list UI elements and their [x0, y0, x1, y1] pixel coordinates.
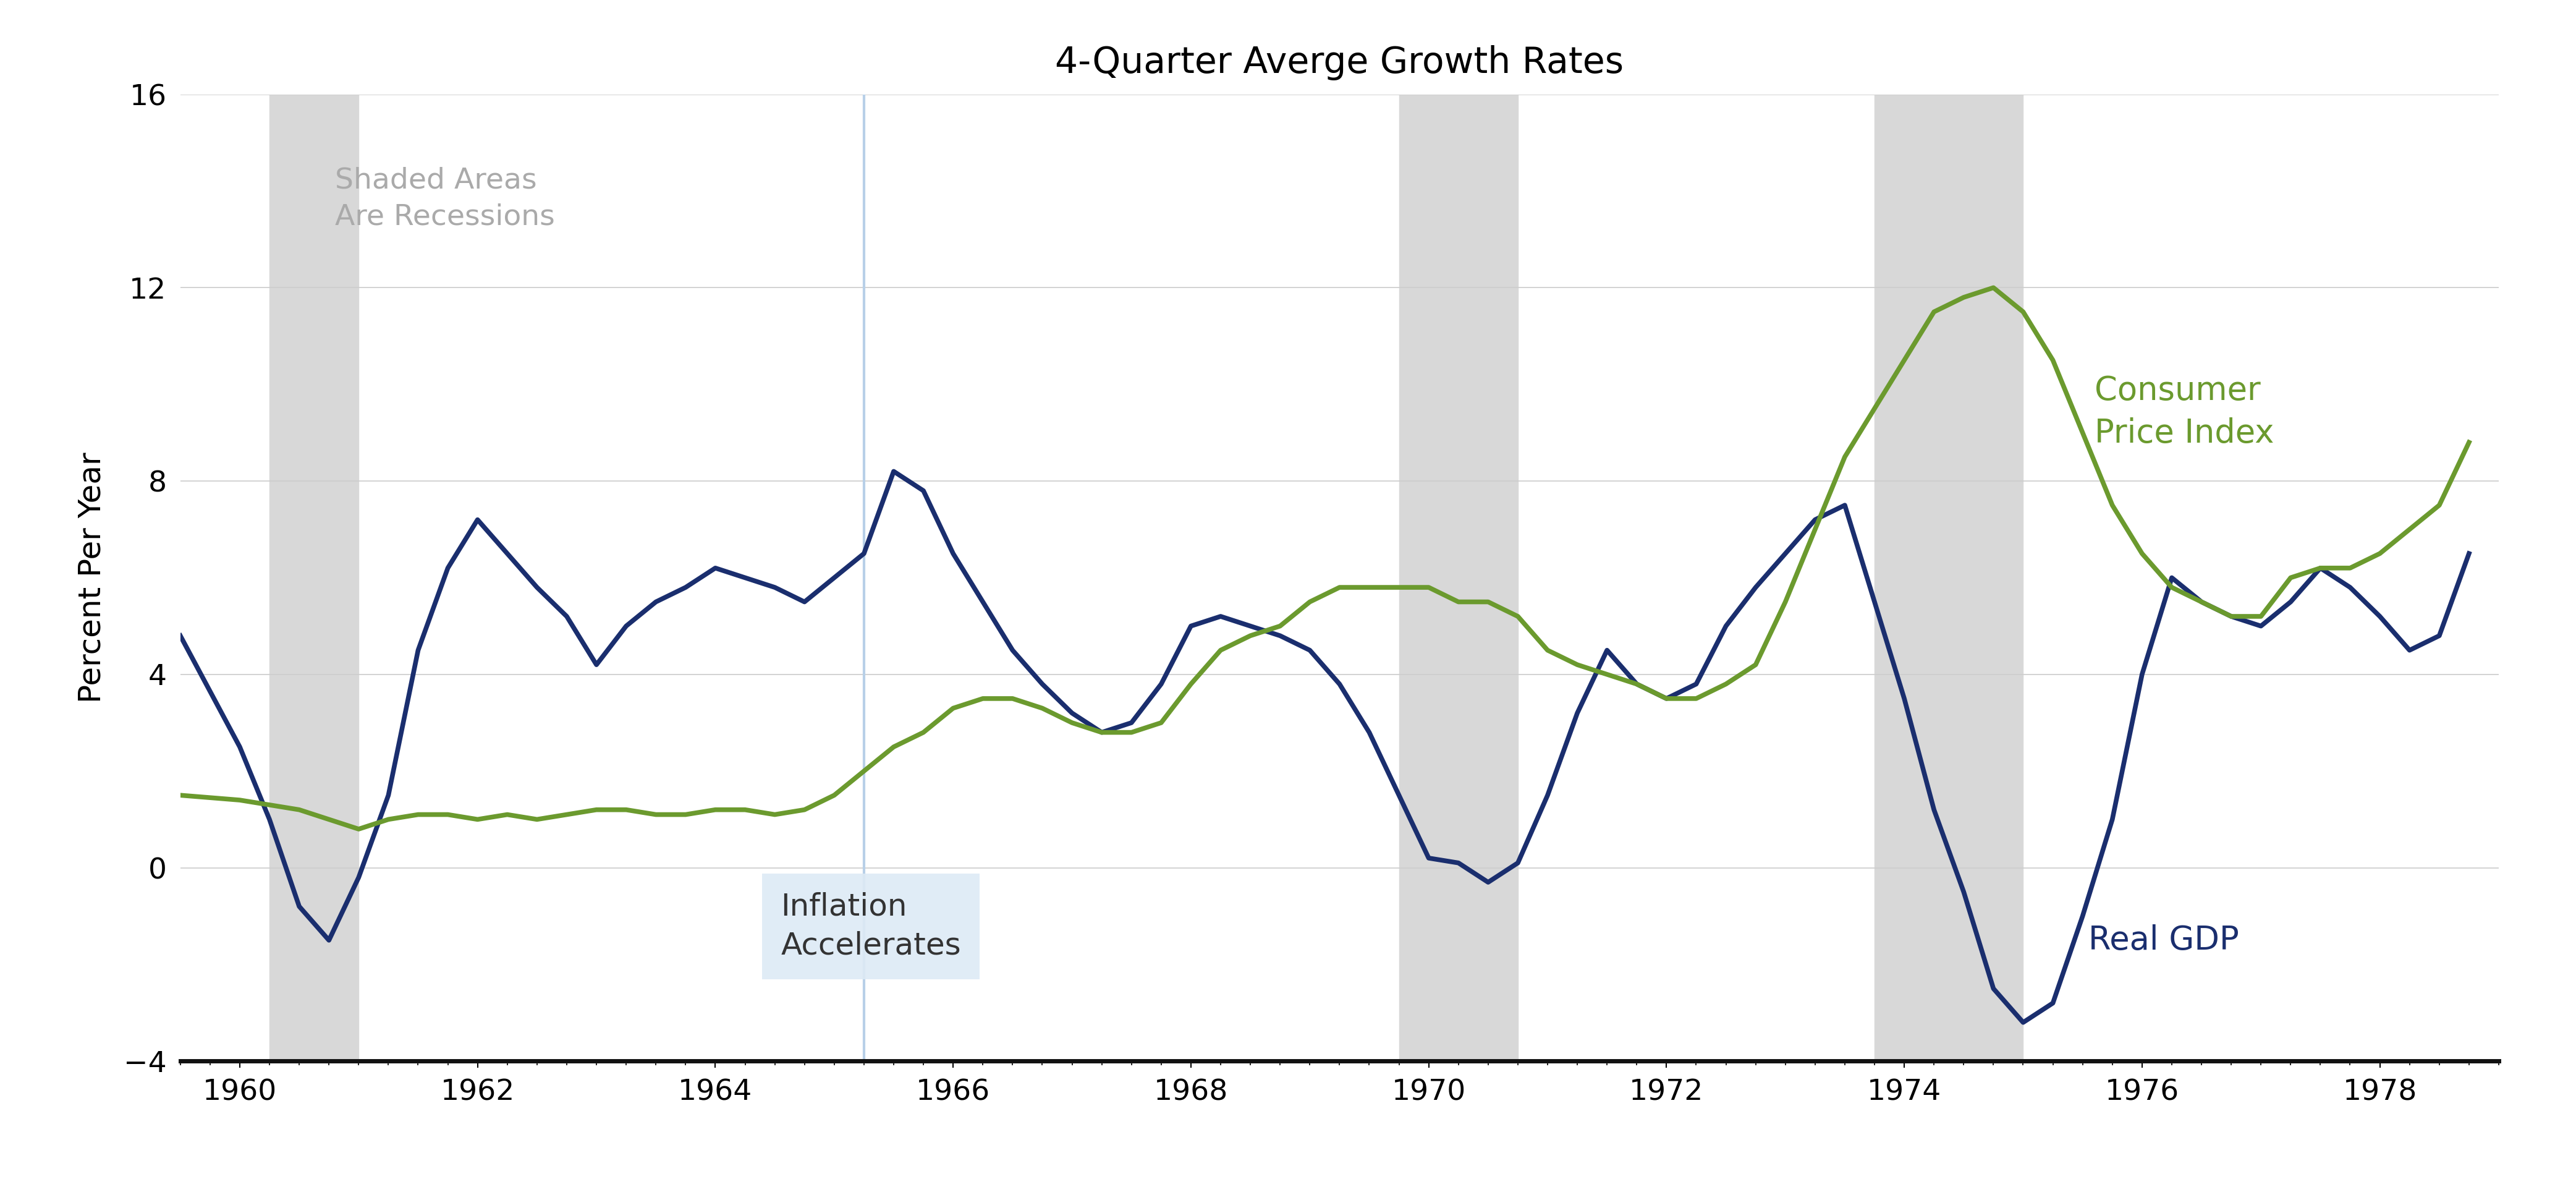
Bar [1399, 94, 1517, 1061]
Y-axis label: Percent Per Year: Percent Per Year [77, 453, 106, 703]
Text: Real GDP: Real GDP [2089, 924, 2239, 956]
Title: 4-Quarter Averge Growth Rates: 4-Quarter Averge Growth Rates [1056, 45, 1623, 80]
Text: Inflation
Accelerates: Inflation Accelerates [781, 891, 961, 961]
Text: Consumer
Price Index: Consumer Price Index [2094, 375, 2275, 449]
Text: Shaded Areas
Are Recessions: Shaded Areas Are Recessions [335, 166, 554, 231]
Bar [270, 94, 358, 1061]
Bar [1875, 94, 2022, 1061]
